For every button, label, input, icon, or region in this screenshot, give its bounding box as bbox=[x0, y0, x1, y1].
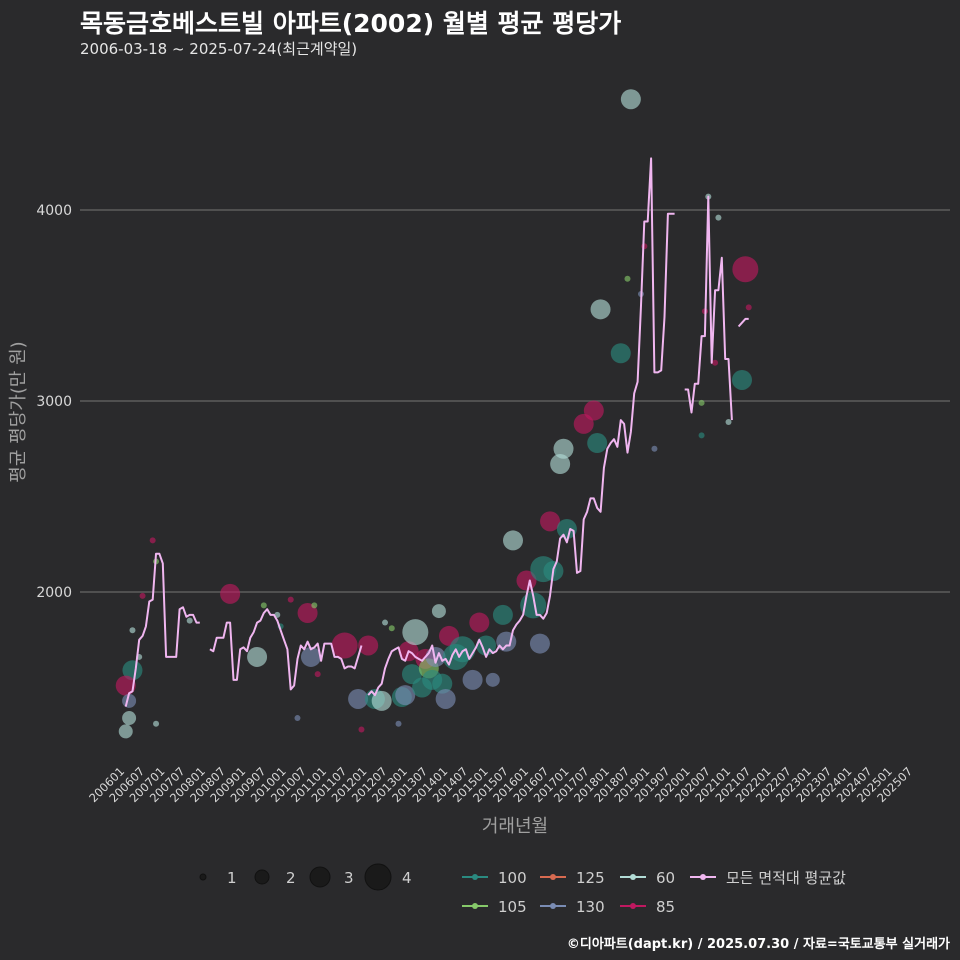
data-point-s130 bbox=[348, 688, 369, 709]
average-line-segment-3 bbox=[684, 195, 733, 421]
legend-dot-s60 bbox=[630, 874, 636, 880]
axis-layer: 2000300040002006012006072007012007072008… bbox=[8, 203, 915, 837]
data-point-s60 bbox=[550, 454, 571, 475]
data-point-s85 bbox=[358, 635, 379, 656]
data-point-s85 bbox=[540, 511, 561, 532]
data-point-s60 bbox=[725, 419, 732, 426]
data-point-s60 bbox=[118, 724, 133, 739]
data-point-s60 bbox=[715, 214, 722, 221]
data-point-s130 bbox=[462, 669, 483, 690]
data-point-s130 bbox=[651, 445, 658, 452]
data-point-s85 bbox=[732, 256, 759, 283]
data-point-s100 bbox=[449, 636, 476, 663]
data-point-s130 bbox=[496, 631, 517, 652]
data-point-s85 bbox=[220, 583, 241, 604]
average-line-segment-4 bbox=[737, 317, 749, 328]
data-point-s85 bbox=[287, 596, 294, 603]
data-point-s85 bbox=[583, 400, 604, 421]
y-tick-label: 4000 bbox=[36, 203, 72, 219]
data-point-s100 bbox=[432, 673, 453, 694]
data-point-s100 bbox=[610, 343, 631, 364]
y-axis-label: 평균 평당가(만 원) bbox=[8, 341, 29, 482]
chart-footer: ©디아파트(dapt.kr) / 2025.07.30 / 자료=국토교통부 실… bbox=[566, 937, 950, 952]
legend-label-s105: 105 bbox=[498, 898, 527, 916]
data-point-s60 bbox=[620, 89, 641, 110]
data-point-s60 bbox=[382, 619, 389, 626]
data-point-s60 bbox=[129, 627, 136, 634]
data-point-s85 bbox=[712, 359, 719, 366]
average-line-segment-1 bbox=[209, 608, 363, 691]
data-point-s130 bbox=[395, 685, 416, 706]
data-point-s60 bbox=[247, 646, 268, 667]
legend-label-s130: 130 bbox=[576, 898, 605, 916]
data-point-s60 bbox=[590, 299, 611, 320]
data-point-s105 bbox=[311, 602, 318, 609]
data-point-s85 bbox=[358, 726, 365, 733]
data-point-s105 bbox=[698, 399, 705, 406]
data-point-s105 bbox=[388, 625, 395, 632]
data-point-s130 bbox=[425, 646, 446, 667]
average-line-segment-0 bbox=[124, 552, 200, 707]
bubble-layer bbox=[115, 89, 759, 739]
y-tick-label: 2000 bbox=[36, 585, 72, 601]
data-point-s60 bbox=[122, 711, 137, 726]
legend-label-line: 모든 면적대 평균값 bbox=[726, 869, 846, 887]
size-legend-label: 1 bbox=[227, 869, 237, 887]
average-line-segment-2 bbox=[367, 157, 675, 697]
size-legend-label: 3 bbox=[344, 869, 354, 887]
legend-label-s100: 100 bbox=[498, 869, 527, 887]
data-point-s130 bbox=[300, 646, 321, 667]
data-point-s85 bbox=[149, 537, 156, 544]
legend-label-s60: 60 bbox=[656, 869, 675, 887]
data-point-s85 bbox=[331, 632, 358, 659]
data-point-s130 bbox=[294, 715, 301, 722]
data-point-s105 bbox=[260, 602, 267, 609]
data-point-s85 bbox=[115, 675, 136, 696]
size-legend-symbol bbox=[199, 873, 207, 881]
size-legend-symbol bbox=[364, 863, 392, 891]
data-point-s100 bbox=[556, 518, 577, 539]
data-point-s130 bbox=[435, 688, 456, 709]
legend-dot-s100 bbox=[472, 874, 478, 880]
legend-label-s85: 85 bbox=[656, 898, 675, 916]
data-point-s100 bbox=[731, 369, 752, 390]
legend-dot-s130 bbox=[550, 903, 556, 909]
data-point-s100 bbox=[122, 660, 143, 681]
size-legend-symbol bbox=[309, 866, 331, 888]
size-legend-symbol bbox=[254, 869, 270, 885]
size-legend-label: 2 bbox=[286, 869, 296, 887]
legend-dot-s105 bbox=[472, 903, 478, 909]
data-point-s130 bbox=[485, 672, 500, 687]
legend-label-s125: 125 bbox=[576, 869, 605, 887]
data-point-s100 bbox=[698, 432, 705, 439]
x-axis-label: 거래년월 bbox=[482, 816, 548, 837]
data-point-s60 bbox=[186, 617, 193, 624]
data-point-s60 bbox=[402, 619, 429, 646]
data-point-s85 bbox=[745, 304, 752, 311]
legend-dot-s85 bbox=[630, 903, 636, 909]
data-point-s85 bbox=[469, 612, 490, 633]
data-point-s85 bbox=[139, 592, 146, 599]
data-point-s130 bbox=[529, 633, 550, 654]
data-point-s60 bbox=[553, 438, 574, 459]
line-layer bbox=[124, 157, 749, 707]
y-tick-label: 3000 bbox=[36, 394, 72, 410]
data-point-s60 bbox=[431, 604, 446, 619]
data-point-s105 bbox=[624, 275, 631, 282]
data-point-s85 bbox=[297, 603, 318, 624]
size-legend-label: 4 bbox=[402, 869, 412, 887]
chart-title: 목동금호베스트빌 아파트(2002) 월별 평균 평당가 bbox=[80, 9, 622, 38]
data-point-s85 bbox=[314, 671, 321, 678]
legend-dot-s125 bbox=[550, 874, 556, 880]
data-point-s60 bbox=[503, 530, 523, 551]
chart-subtitle: 2006-03-18 ~ 2025-07-24(최근계약일) bbox=[80, 40, 358, 58]
data-point-s130 bbox=[395, 720, 402, 727]
data-point-s60 bbox=[153, 720, 160, 727]
data-point-s100 bbox=[492, 604, 513, 625]
data-point-s60 bbox=[371, 690, 392, 711]
legend-dot-line bbox=[700, 874, 706, 880]
legend-layer: 1 2 3 4 100 105 125 130 60 85 모든 면적대 평균값 bbox=[199, 863, 846, 916]
data-point-s100 bbox=[587, 433, 608, 454]
